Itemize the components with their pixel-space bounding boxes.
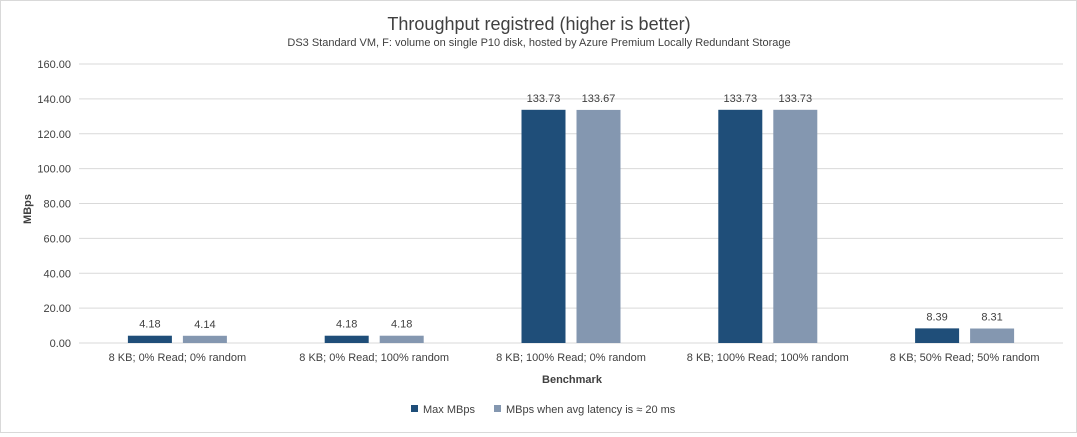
- bar: [576, 109, 621, 344]
- legend: Max MBps MBps when avg latency is ≈ 20 ms: [411, 404, 676, 416]
- data-label: 133.73: [527, 93, 561, 105]
- data-labels: 4.18 4.14 4.18 4.18 133.73 133.67 133.73 133.73…: [139, 93, 1003, 331]
- y-axis-title: MBps: [22, 194, 34, 224]
- data-label: 4.14: [194, 319, 215, 331]
- bar: [324, 335, 369, 343]
- data-label: 4.18: [336, 319, 357, 331]
- bar: [773, 109, 818, 343]
- chart-title: Throughput registred (higher is better): [387, 14, 690, 34]
- data-label: 133.73: [723, 93, 757, 105]
- y-tick-label: 40.00: [43, 268, 71, 280]
- y-tick-label: 140.00: [37, 94, 71, 106]
- legend-swatch: [494, 405, 501, 412]
- chart-subtitle: DS3 Standard VM, F: volume on single P10…: [287, 37, 790, 49]
- bars: [127, 109, 1015, 344]
- y-tick-label: 160.00: [37, 59, 71, 71]
- data-label: 133.73: [778, 93, 812, 105]
- bar: [970, 328, 1015, 343]
- x-tick-label: 8 KB; 0% Read; 0% random: [109, 352, 247, 364]
- data-label: 8.31: [981, 312, 1002, 324]
- y-tick-label: 80.00: [43, 199, 71, 211]
- y-tick-label: 20.00: [43, 303, 71, 315]
- x-tick-label: 8 KB; 0% Read; 100% random: [299, 352, 449, 364]
- bar: [915, 328, 960, 343]
- x-tick-label: 8 KB; 50% Read; 50% random: [890, 352, 1040, 364]
- x-tick-label: 8 KB; 100% Read; 0% random: [496, 352, 646, 364]
- x-axis-title: Benchmark: [542, 374, 603, 386]
- bar: [127, 335, 172, 343]
- data-label: 4.18: [391, 319, 412, 331]
- legend-label: MBps when avg latency is ≈ 20 ms: [506, 404, 676, 416]
- bar: [379, 335, 424, 343]
- x-axis-ticks: 8 KB; 0% Read; 0% random 8 KB; 0% Read; 1…: [109, 352, 1040, 364]
- bar: [182, 335, 227, 343]
- y-tick-label: 120.00: [37, 129, 71, 141]
- gridlines: [79, 63, 1063, 344]
- data-label: 133.67: [582, 93, 616, 105]
- y-axis-ticks: 0.00 20.00 40.00 60.00 80.00 100.00 120.00 140.…: [37, 59, 71, 350]
- legend-swatch: [411, 405, 418, 412]
- legend-label: Max MBps: [423, 404, 475, 416]
- y-tick-label: 60.00: [43, 233, 71, 245]
- y-tick-label: 100.00: [37, 164, 71, 176]
- bar: [718, 109, 763, 343]
- data-label: 4.18: [139, 319, 160, 331]
- bar: [521, 109, 566, 343]
- data-label: 8.39: [926, 311, 947, 323]
- x-tick-label: 8 KB; 100% Read; 100% random: [687, 352, 849, 364]
- y-tick-label: 0.00: [50, 338, 71, 350]
